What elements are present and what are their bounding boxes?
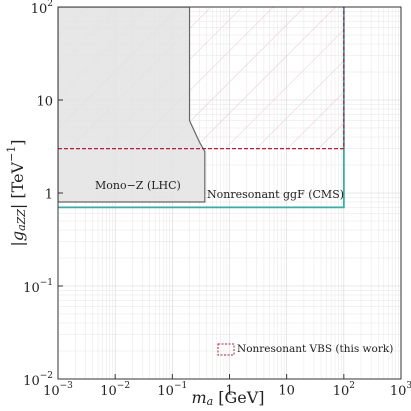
tick-exp: −1: [174, 381, 187, 391]
vbs-line: [58, 7, 345, 150]
vbs-legend-label: Nonresonant VBS (this work): [237, 343, 393, 355]
tick-base: 10: [333, 384, 350, 399]
x-tick-label: 10−3: [43, 381, 73, 399]
vbs-legend-key: [217, 343, 235, 356]
tick-base: 10: [23, 281, 40, 296]
y-tick-label: 10−2: [23, 371, 53, 389]
mono-z-region: [58, 7, 206, 203]
ggf-label: Nonresonant ggF (CMS): [207, 188, 344, 201]
tick-exp: −3: [60, 381, 74, 391]
tick-exp: 2: [349, 381, 355, 391]
tick-base: 10: [43, 384, 60, 399]
y-label-suffix: ]: [8, 139, 27, 145]
y-tick-label: 102: [31, 0, 53, 17]
tick-exp: 2: [47, 0, 53, 9]
regions: [58, 7, 345, 209]
x-tick-label: 102: [333, 381, 355, 399]
y-label-unit: | [TeV: [8, 161, 27, 209]
tick-exp: 3: [406, 381, 411, 391]
y-label-sub: aZZ: [15, 209, 28, 231]
y-label-prefix: |g: [8, 231, 27, 247]
tick-exp: −1: [40, 278, 53, 288]
tick-base: 10: [100, 384, 117, 399]
tick-base: 10: [390, 384, 407, 399]
x-tick-label: 1: [225, 384, 233, 399]
x-label-sub: a: [207, 395, 214, 408]
tick-base: 10: [157, 384, 174, 399]
tick-base: 10: [31, 2, 48, 17]
x-label-unit: [GeV]: [213, 388, 264, 407]
x-tick-label: 10: [278, 384, 295, 399]
y-axis-label: |gaZZ| [TeV−1]: [5, 139, 28, 246]
mono-z-label: Mono−Z (LHC): [95, 179, 181, 192]
x-label-symbol: m: [191, 388, 206, 407]
tick-exp: −2: [117, 381, 130, 391]
y-tick-label: 1: [45, 188, 53, 203]
x-tick-label: 10−1: [157, 381, 187, 399]
tick-exp: −2: [40, 371, 53, 381]
x-axis-label: ma [GeV]: [191, 388, 264, 409]
y-tick-label: 10: [36, 95, 53, 110]
y-label-exp: −1: [5, 146, 18, 162]
tick-base: 10: [23, 374, 40, 389]
x-tick-label: 103: [390, 381, 411, 399]
x-tick-label: 10−2: [100, 381, 130, 399]
y-tick-label: 10−1: [23, 278, 53, 296]
